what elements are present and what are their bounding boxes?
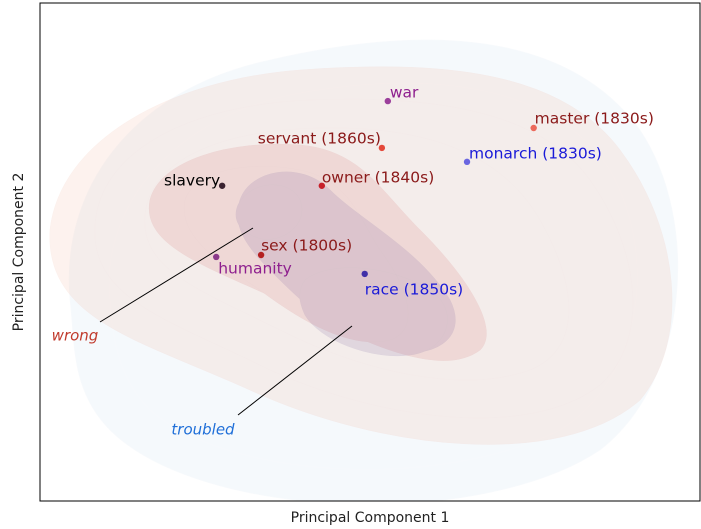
point xyxy=(378,144,386,152)
point-label: owner (1840s) xyxy=(322,168,434,186)
y-axis-label: Principal Component 2 xyxy=(11,173,27,332)
annotation: wrong xyxy=(52,327,99,345)
annotation-line xyxy=(237,325,353,416)
density-contours xyxy=(49,39,679,501)
point xyxy=(463,158,471,166)
point xyxy=(530,124,537,132)
point-label: master (1830s) xyxy=(535,109,654,127)
plot-frame xyxy=(39,2,701,502)
point xyxy=(257,251,265,259)
point-label: slavery xyxy=(164,171,220,189)
point-label: humanity xyxy=(218,259,292,277)
point-label: servant (1860s) xyxy=(258,129,381,147)
point-label: monarch (1830s) xyxy=(469,144,602,162)
point-label: sex (1800s) xyxy=(261,236,352,254)
point-label: race (1850s) xyxy=(365,280,463,298)
point xyxy=(361,270,368,278)
point xyxy=(384,97,392,105)
point-label: war xyxy=(390,84,419,102)
point xyxy=(213,253,220,261)
annotation: troubled xyxy=(171,421,235,439)
point xyxy=(218,182,226,189)
point xyxy=(318,182,326,189)
annotation-line xyxy=(99,227,254,323)
x-axis-label: Principal Component 1 xyxy=(291,510,450,526)
